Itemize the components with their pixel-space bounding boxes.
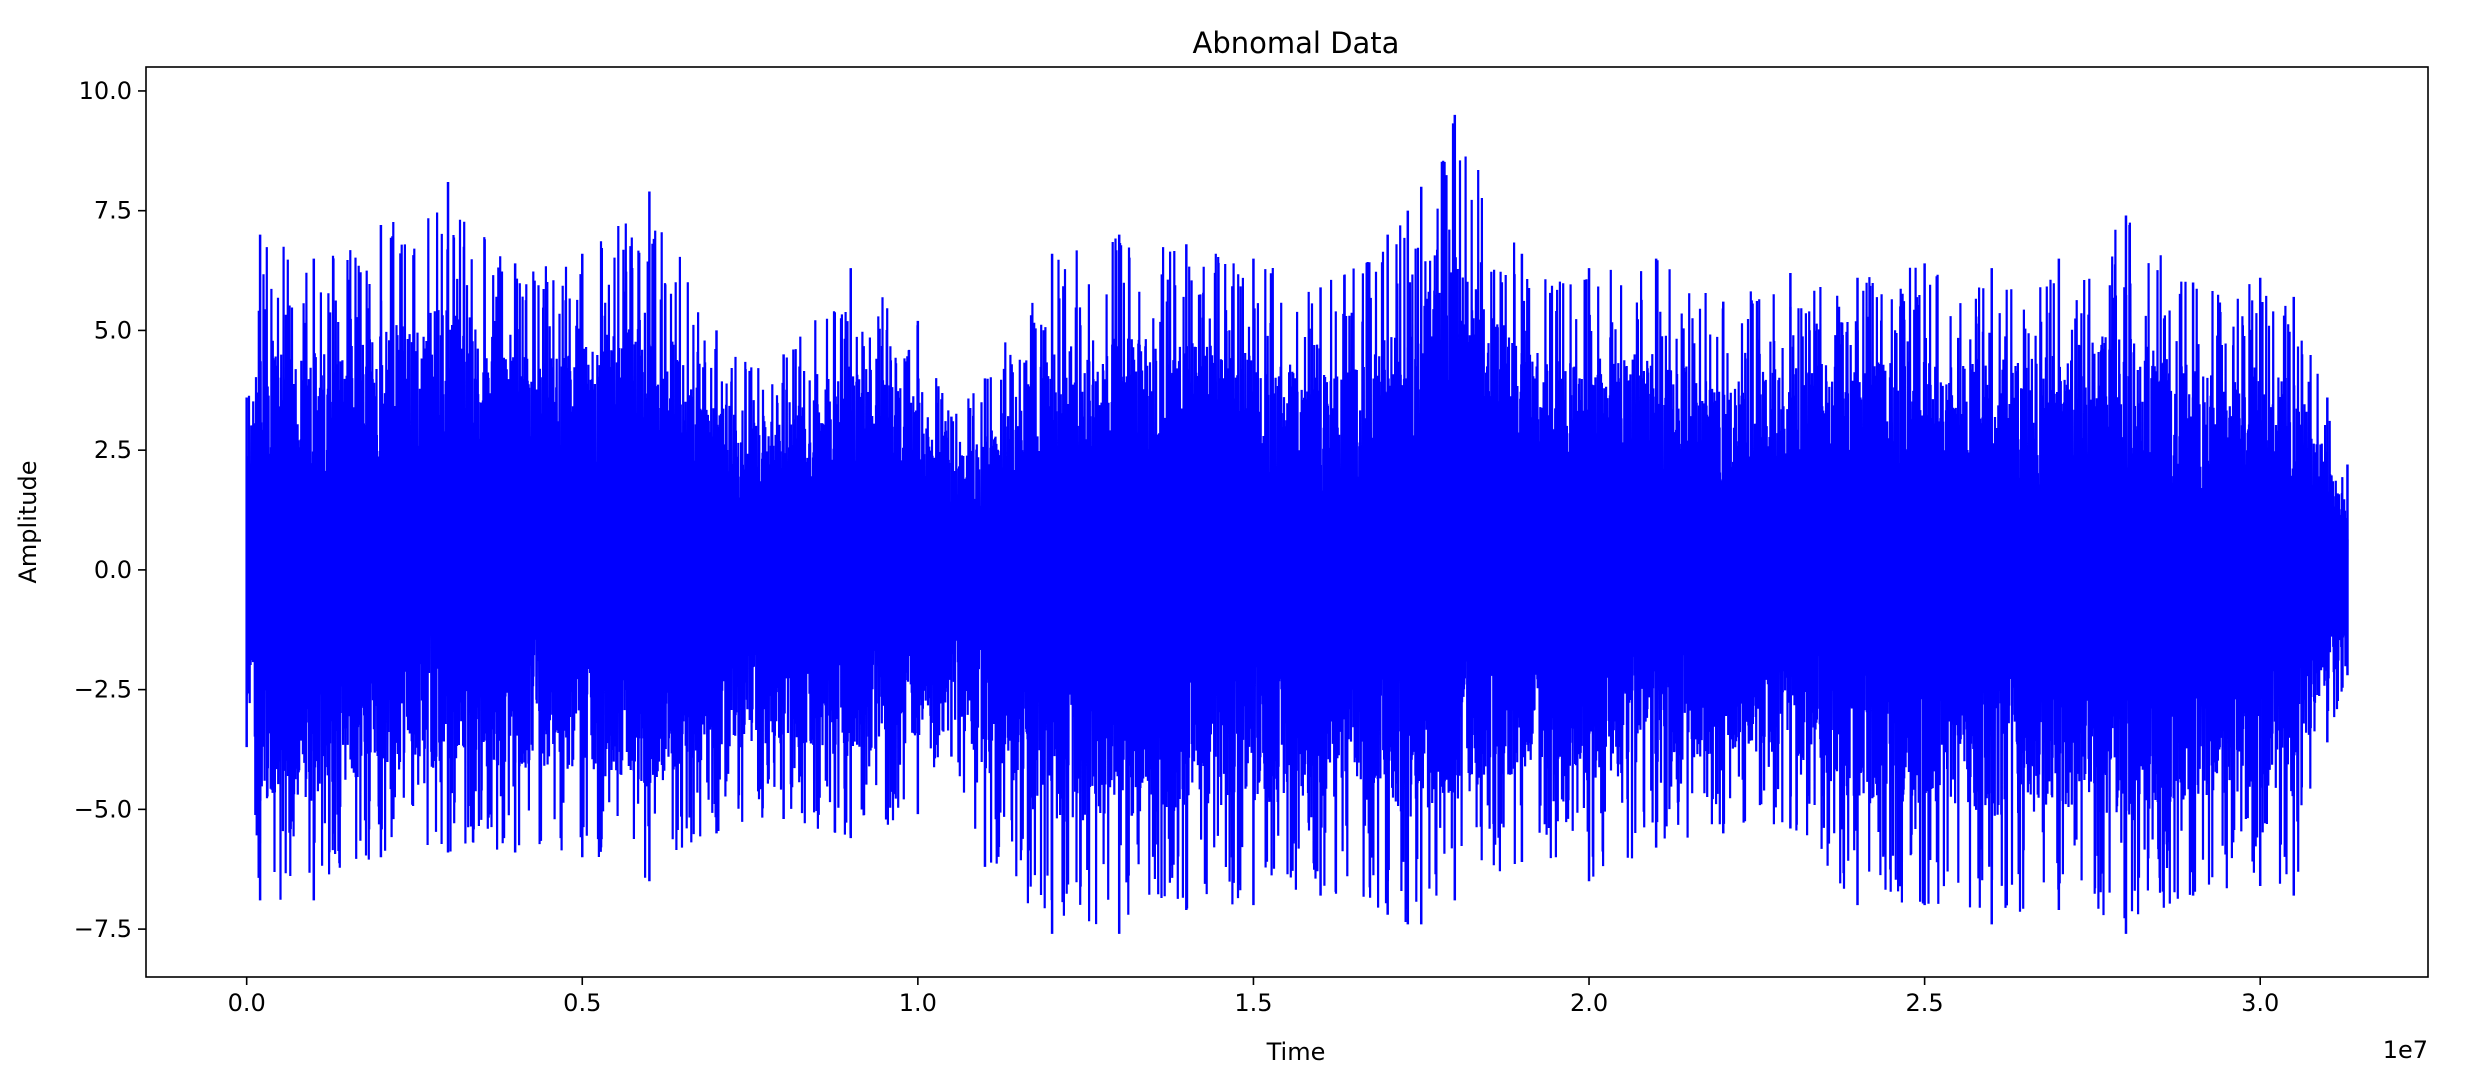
y-tick-label: 10.0 xyxy=(79,77,132,105)
y-tick-label: 7.5 xyxy=(94,197,132,225)
x-tick-label: 2.0 xyxy=(1570,989,1608,1017)
x-offset-text: 1e7 xyxy=(2383,1036,2428,1064)
y-tick-label: 2.5 xyxy=(94,436,132,464)
plot-frame xyxy=(145,66,2429,978)
chart-title: Abnomal Data xyxy=(1193,26,1400,60)
y-tick-label: −5.0 xyxy=(74,795,132,823)
signal-line xyxy=(245,123,2349,925)
x-axis: 0.0 0.5 1.0 1.5 2.0 2.5 3.0 xyxy=(228,977,2279,1017)
x-tick-label: 0.5 xyxy=(563,989,601,1017)
series-layer xyxy=(245,123,2349,925)
x-tick-label: 0.0 xyxy=(228,989,266,1017)
x-tick-label: 3.0 xyxy=(2241,989,2279,1017)
peak-layer xyxy=(245,114,2349,934)
y-tick-label: 5.0 xyxy=(94,316,132,344)
y-tick-label: −7.5 xyxy=(74,915,132,943)
y-axis-label: Amplitude xyxy=(14,461,42,584)
x-axis-label: Time xyxy=(1266,1038,1326,1066)
y-axis: −7.5 −5.0 −2.5 0.0 2.5 5.0 7.5 10.0 xyxy=(74,77,146,943)
y-tick-label: 0.0 xyxy=(94,556,132,584)
x-tick-label: 1.5 xyxy=(1234,989,1272,1017)
x-tick-label: 2.5 xyxy=(1906,989,1944,1017)
x-tick-label: 1.0 xyxy=(899,989,937,1017)
y-tick-label: −2.5 xyxy=(74,676,132,704)
